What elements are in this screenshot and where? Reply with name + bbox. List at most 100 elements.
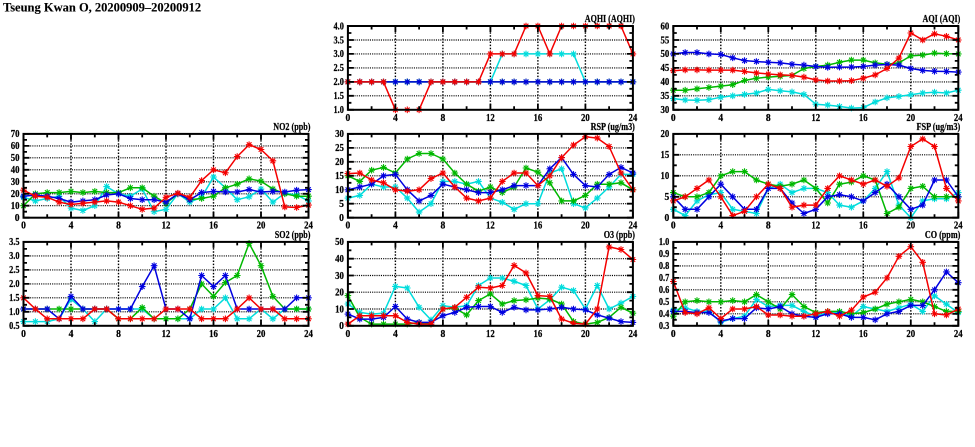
svg-text:8: 8 [116,221,121,232]
svg-text:4: 4 [69,329,74,340]
svg-text:24: 24 [954,221,963,232]
svg-text:12: 12 [486,221,495,232]
svg-text:16: 16 [859,113,868,124]
svg-text:O3 (ppb): O3 (ppb) [604,230,635,241]
svg-text:12: 12 [486,113,495,124]
svg-text:4.0: 4.0 [334,21,344,32]
svg-text:24: 24 [629,329,638,340]
svg-text:40: 40 [11,165,20,176]
svg-text:Tseung Kwan O, 20200909–202009: Tseung Kwan O, 20200909–20200912 [3,1,201,15]
svg-text:20: 20 [906,329,915,340]
svg-text:20: 20 [335,157,344,168]
svg-text:20: 20 [906,113,915,124]
svg-text:4: 4 [718,113,723,124]
svg-text:2.5: 2.5 [334,63,344,74]
svg-text:45: 45 [661,63,670,74]
svg-text:0: 0 [665,213,670,224]
svg-text:12: 12 [811,329,820,340]
svg-text:30: 30 [11,177,20,188]
svg-text:60: 60 [661,21,670,32]
svg-text:5: 5 [665,192,670,203]
svg-text:8: 8 [441,221,446,232]
svg-text:3.0: 3.0 [9,251,19,262]
svg-text:25: 25 [335,143,344,154]
svg-text:50: 50 [11,153,20,164]
svg-text:8: 8 [766,221,771,232]
svg-text:8: 8 [766,329,771,340]
svg-text:0.5: 0.5 [9,321,19,332]
svg-text:AQHI (AQHI): AQHI (AQHI) [585,14,635,25]
svg-text:2.5: 2.5 [9,265,19,276]
svg-text:20: 20 [581,113,590,124]
svg-text:12: 12 [811,221,820,232]
svg-text:40: 40 [661,77,670,88]
svg-text:15: 15 [335,171,344,182]
svg-text:0.4: 0.4 [659,309,669,320]
svg-text:0.7: 0.7 [659,273,669,284]
svg-text:24: 24 [954,329,963,340]
svg-text:20: 20 [335,288,344,299]
svg-text:16: 16 [534,221,543,232]
svg-text:0: 0 [339,213,344,224]
svg-text:12: 12 [162,329,171,340]
svg-text:20: 20 [906,221,915,232]
svg-text:8: 8 [116,329,121,340]
svg-text:0.5: 0.5 [659,297,669,308]
svg-text:50: 50 [335,237,344,248]
svg-text:20: 20 [257,329,266,340]
svg-text:24: 24 [304,221,313,232]
svg-text:20: 20 [581,221,590,232]
svg-text:0: 0 [671,113,676,124]
svg-text:1.0: 1.0 [334,105,344,116]
svg-text:0: 0 [15,213,20,224]
svg-text:10: 10 [11,201,20,212]
svg-text:0: 0 [671,221,676,232]
svg-text:0: 0 [346,113,351,124]
svg-text:24: 24 [629,113,638,124]
svg-text:RSP (ug/m3): RSP (ug/m3) [591,122,635,133]
svg-text:10: 10 [335,304,344,315]
svg-text:4: 4 [718,221,723,232]
svg-text:30: 30 [335,271,344,282]
svg-text:4: 4 [393,221,398,232]
svg-text:3.5: 3.5 [9,237,19,248]
svg-text:1.5: 1.5 [9,293,19,304]
svg-text:4: 4 [393,329,398,340]
svg-text:55: 55 [661,35,670,46]
svg-text:30: 30 [335,129,344,140]
svg-text:24: 24 [304,329,313,340]
svg-text:8: 8 [766,113,771,124]
svg-text:1.5: 1.5 [334,91,344,102]
svg-text:20: 20 [661,129,670,140]
svg-text:15: 15 [661,150,670,161]
svg-text:4: 4 [718,329,723,340]
svg-text:20: 20 [257,221,266,232]
svg-text:20: 20 [581,329,590,340]
svg-text:12: 12 [486,329,495,340]
svg-text:NO2 (ppb): NO2 (ppb) [273,122,310,133]
svg-text:16: 16 [534,329,543,340]
svg-text:24: 24 [629,221,638,232]
svg-text:2.0: 2.0 [9,279,19,290]
svg-text:2.0: 2.0 [334,77,344,88]
svg-text:CO (ppm): CO (ppm) [925,230,960,241]
svg-text:40: 40 [335,254,344,265]
svg-text:70: 70 [11,129,20,140]
svg-text:16: 16 [859,329,868,340]
svg-text:1.0: 1.0 [659,237,669,248]
svg-text:16: 16 [209,329,218,340]
svg-text:16: 16 [209,221,218,232]
svg-text:1.0: 1.0 [9,307,19,318]
svg-text:0: 0 [671,329,676,340]
svg-text:SO2 (ppb): SO2 (ppb) [275,230,311,241]
svg-text:16: 16 [534,113,543,124]
svg-text:12: 12 [811,113,820,124]
svg-text:3.0: 3.0 [334,49,344,60]
svg-text:35: 35 [661,91,670,102]
svg-text:0.8: 0.8 [659,261,669,272]
svg-text:30: 30 [661,105,670,116]
svg-text:0: 0 [346,221,351,232]
svg-text:FSP (ug/m3): FSP (ug/m3) [917,122,961,133]
svg-text:0: 0 [21,329,26,340]
svg-text:8: 8 [441,113,446,124]
